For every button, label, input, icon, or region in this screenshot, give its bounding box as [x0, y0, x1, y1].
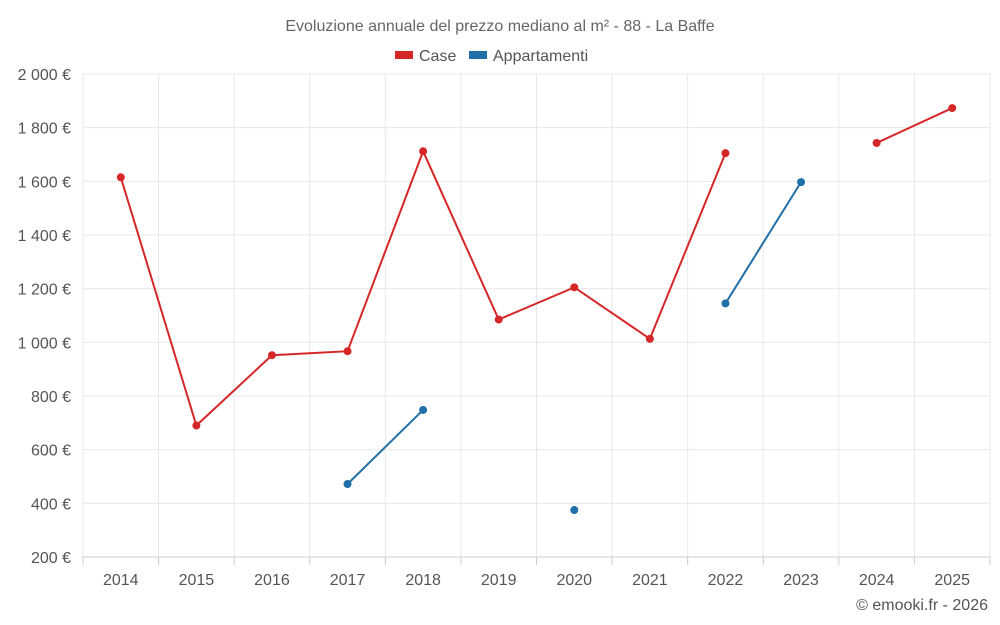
x-tick-label: 2021 [632, 572, 668, 589]
y-tick-label: 1 800 € [18, 121, 71, 138]
data-point-case[interactable] [192, 421, 201, 430]
data-point-case[interactable] [721, 149, 730, 158]
y-tick-label: 200 € [31, 550, 71, 567]
data-point-case[interactable] [948, 104, 957, 113]
y-tick-label: 400 € [31, 496, 71, 513]
y-tick-label: 2 000 € [18, 67, 71, 84]
x-tick-label: 2023 [783, 572, 819, 589]
data-point-appartamenti[interactable] [570, 506, 579, 515]
x-tick-label: 2024 [859, 572, 895, 589]
chart-title: Evoluzione annuale del prezzo mediano al… [285, 18, 714, 35]
legend-label-case[interactable]: Case [419, 48, 456, 65]
x-tick-label: 2022 [708, 572, 744, 589]
series-line-appartamenti [346, 409, 424, 485]
data-point-appartamenti[interactable] [797, 178, 806, 187]
data-point-case[interactable] [419, 147, 428, 156]
legend-swatch-case [395, 51, 413, 59]
legend-label-appartamenti[interactable]: Appartamenti [493, 48, 588, 65]
y-tick-label: 1 600 € [18, 174, 71, 191]
data-point-appartamenti[interactable] [419, 405, 428, 414]
axes: 200 € 400 € 600 € 800 € 1 000 € 1 200 € 1 400 … [18, 67, 991, 589]
legend: Case Appartamenti [395, 48, 588, 65]
data-point-appartamenti[interactable] [343, 480, 352, 489]
data-point-case[interactable] [645, 334, 654, 343]
x-tick-label: 2014 [103, 572, 139, 589]
credit-text: © emooki.fr - 2026 [856, 597, 988, 614]
x-tick-label: 2017 [330, 572, 366, 589]
y-tick-label: 600 € [31, 443, 71, 460]
x-tick-label: 2015 [179, 572, 215, 589]
y-tick-label: 1 400 € [18, 228, 71, 245]
grid [82, 73, 991, 557]
x-tick-label: 2018 [405, 572, 441, 589]
series-line-appartamenti [724, 181, 802, 304]
data-point-case[interactable] [494, 315, 503, 324]
data-point-case[interactable] [570, 283, 579, 292]
series [116, 104, 957, 515]
x-tick-label: 2025 [934, 572, 970, 589]
data-point-case[interactable] [116, 173, 125, 182]
data-point-case[interactable] [267, 351, 276, 360]
data-point-case[interactable] [872, 138, 881, 147]
data-point-appartamenti[interactable] [721, 299, 730, 308]
series-line-case [876, 107, 953, 144]
x-tick-label: 2016 [254, 572, 290, 589]
legend-swatch-appartamenti [469, 51, 487, 59]
data-point-case[interactable] [343, 347, 352, 356]
y-tick-label: 800 € [31, 389, 71, 406]
y-tick-label: 1 000 € [18, 335, 71, 352]
y-tick-label: 1 200 € [18, 282, 71, 299]
x-tick-label: 2020 [556, 572, 592, 589]
x-tick-label: 2019 [481, 572, 517, 589]
